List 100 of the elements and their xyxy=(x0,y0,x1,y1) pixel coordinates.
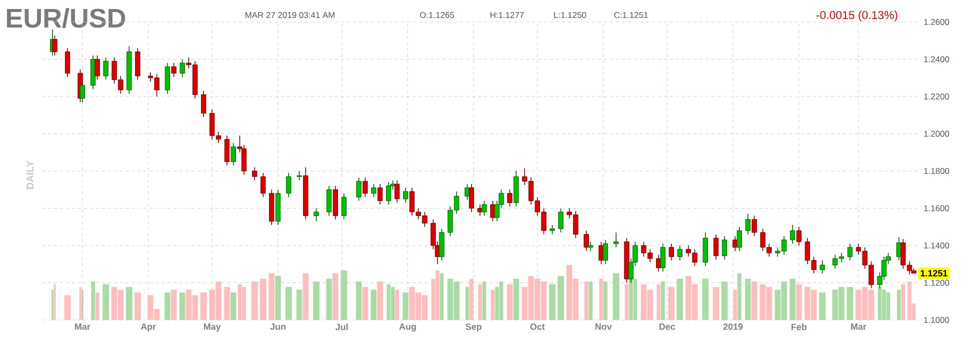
x-tick-label: May xyxy=(204,324,221,332)
candlestick xyxy=(752,215,757,237)
bar xyxy=(878,287,882,320)
bar xyxy=(499,282,504,320)
bar xyxy=(238,284,242,320)
bar xyxy=(313,282,320,320)
bar xyxy=(676,278,684,320)
y-tick-label: 1.2000 xyxy=(924,130,950,137)
bar xyxy=(660,282,665,320)
y-tick-label: 1.1800 xyxy=(924,168,950,174)
y-tick-label: 1.1200 xyxy=(924,280,950,286)
candlestick xyxy=(296,170,302,181)
candlestick xyxy=(362,177,368,198)
candlestick xyxy=(230,142,236,166)
candlestick xyxy=(326,186,332,216)
x-tick-label: Mar xyxy=(851,324,866,330)
bar xyxy=(200,292,207,320)
bar xyxy=(612,273,620,320)
x-tick-label: Dec xyxy=(659,324,676,330)
candlestick xyxy=(468,184,474,212)
candlestick xyxy=(371,184,376,198)
x-tick-label: 2019 xyxy=(723,324,743,330)
candlestick xyxy=(584,230,589,252)
x-tick-label: Nov xyxy=(595,324,612,330)
candlestick xyxy=(550,224,555,235)
candlestick xyxy=(164,62,170,94)
annotation: 1.1251 xyxy=(920,270,948,276)
candlestick xyxy=(660,243,666,272)
candlestick xyxy=(201,90,206,118)
bar xyxy=(64,295,71,320)
bar xyxy=(285,287,292,320)
candlestick xyxy=(314,208,319,222)
candlestick xyxy=(490,200,496,222)
text: H:1.1277 xyxy=(490,12,524,18)
candlestick xyxy=(790,224,796,244)
bar xyxy=(737,273,742,320)
candlestick xyxy=(713,234,719,260)
candlestick xyxy=(588,241,594,252)
bar xyxy=(733,290,738,320)
bar xyxy=(624,284,629,320)
bar xyxy=(558,276,564,320)
bar xyxy=(751,282,758,320)
bar xyxy=(170,290,177,320)
candlestick xyxy=(377,184,383,205)
bar xyxy=(440,273,444,320)
candlestick xyxy=(602,240,608,265)
bar xyxy=(482,282,486,320)
bar xyxy=(275,276,281,320)
candlestick xyxy=(847,243,853,261)
bar xyxy=(296,290,302,320)
candlestick xyxy=(356,177,362,202)
bar xyxy=(513,278,520,320)
bar xyxy=(745,278,751,320)
candlestick xyxy=(820,260,825,274)
bar xyxy=(668,287,675,320)
candlestick xyxy=(386,182,392,205)
text: C:1.1251 xyxy=(614,12,648,18)
y-tick-label: 1.1000 xyxy=(924,317,950,323)
candlestick xyxy=(722,236,728,260)
candlestick xyxy=(613,232,619,248)
candlestick xyxy=(341,192,347,220)
bar xyxy=(901,284,906,320)
candlestick xyxy=(668,243,674,261)
y-tick-label: 1.2600 xyxy=(924,19,950,25)
bar xyxy=(549,284,556,320)
bar xyxy=(377,282,383,320)
bar xyxy=(656,284,661,320)
chart-title: EUR/USD xyxy=(6,8,126,28)
candlestick xyxy=(796,226,802,246)
x-tick-label: Sep xyxy=(466,324,482,332)
candlestick xyxy=(94,55,100,80)
bar xyxy=(340,270,348,320)
bar xyxy=(886,292,890,320)
y-tick-label: 1.2400 xyxy=(924,56,950,62)
y-tick-label: 1.1400 xyxy=(924,242,950,248)
bar xyxy=(332,273,338,320)
x-tick-label: Mar xyxy=(75,324,90,330)
x-tick-label: Oct xyxy=(530,324,545,330)
candlestick xyxy=(745,213,750,235)
candlestick xyxy=(482,200,487,216)
text: -0.0015 (0.13%) xyxy=(816,10,898,22)
bar xyxy=(251,282,258,320)
bar xyxy=(302,273,309,320)
candlestick xyxy=(286,172,292,198)
bar xyxy=(490,290,495,320)
x-tick-label: Aug xyxy=(399,324,416,332)
bar xyxy=(164,292,170,320)
bar xyxy=(390,287,395,320)
bar xyxy=(126,287,132,320)
bar xyxy=(326,278,332,320)
x-tick-label: Feb xyxy=(792,324,807,330)
candlestick xyxy=(394,180,400,204)
bar xyxy=(702,278,709,320)
bar xyxy=(230,292,236,320)
bar xyxy=(846,287,854,320)
bar xyxy=(790,278,796,320)
bar xyxy=(896,290,901,320)
candlestick xyxy=(558,208,564,233)
candlestick xyxy=(171,62,176,78)
candlestick xyxy=(507,189,512,207)
